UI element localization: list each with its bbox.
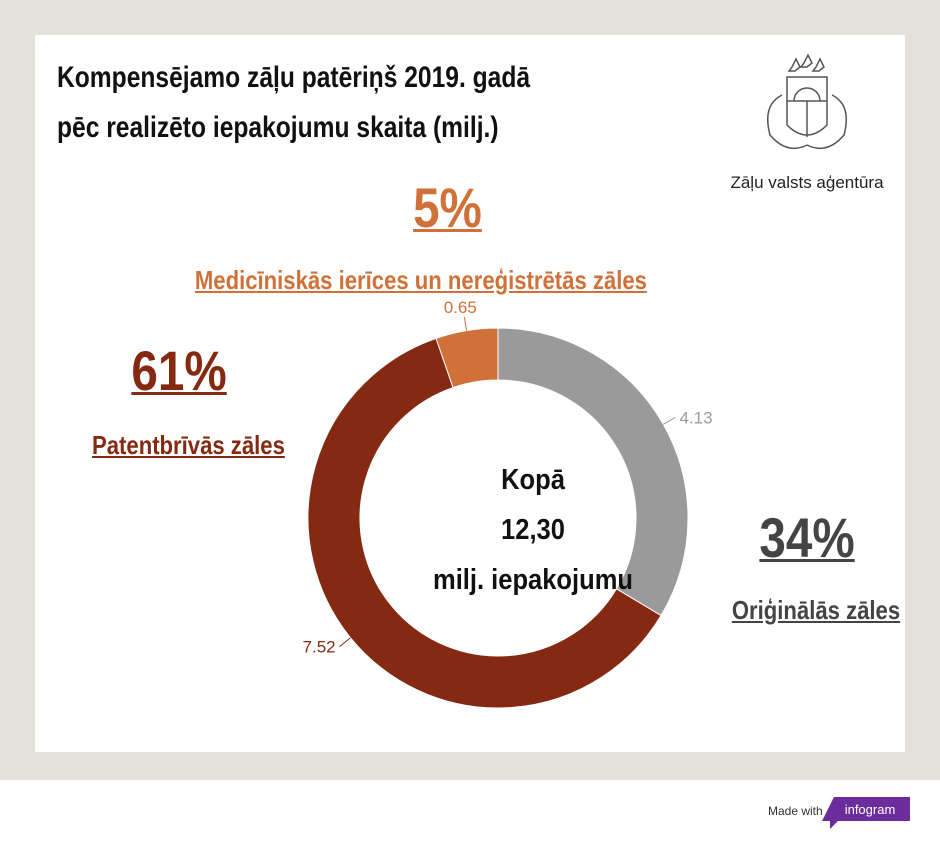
footer: Made with infogram — [0, 780, 940, 841]
value-leader-line — [463, 316, 468, 331]
value-label: 7.52 — [303, 638, 336, 657]
coat-of-arms-icon — [767, 53, 847, 150]
label-medical-devices: Medicīniskās ierīces un nereģistrētās zā… — [194, 265, 647, 295]
infogram-brand: infogram — [845, 802, 896, 817]
value-leader-line — [339, 637, 351, 647]
infogram-badge[interactable]: infogram — [822, 797, 912, 831]
center-line-3: milj. iepakojumu — [433, 564, 633, 596]
donut-slice[interactable] — [307, 337, 662, 709]
infogram-badge-shape — [822, 797, 910, 829]
label-originals: Oriģinālās zāles — [731, 595, 901, 625]
value-label: 0.65 — [444, 298, 477, 317]
value-leader-line — [663, 416, 676, 425]
percent-medical-devices: 5% — [413, 176, 482, 239]
donut-slice[interactable] — [497, 327, 689, 617]
agency-logo: Zāļu valsts aģentūra — [707, 45, 907, 210]
chart-title: Kompensējamo zāļu patēriņš 2019. gadā pē… — [57, 53, 530, 153]
donut-slice[interactable] — [435, 327, 499, 389]
title-line-2: pēc realizēto iepakojumu skaita (milj.) — [57, 111, 499, 144]
center-total: 12,30 — [501, 514, 565, 546]
donut-chart: 4.13 7.52 0.65 — [303, 298, 713, 709]
title-line-1: Kompensējamo zāļu patēriņš 2019. gadā — [57, 61, 531, 94]
percent-generics: 61% — [131, 339, 227, 402]
center-line-1: Kopā — [501, 464, 565, 496]
value-label: 4.13 — [679, 408, 712, 427]
made-with-text: Made with — [768, 804, 823, 818]
label-generics: Patentbrīvās zāles — [92, 430, 285, 460]
agency-name: Zāļu valsts aģentūra — [730, 173, 884, 192]
percent-originals: 34% — [759, 506, 855, 569]
donut-center-label: Kopā 12,30 milj. iepakojumu — [401, 455, 665, 605]
infographic-card: Kompensējamo zāļu patēriņš 2019. gadā pē… — [35, 35, 905, 752]
